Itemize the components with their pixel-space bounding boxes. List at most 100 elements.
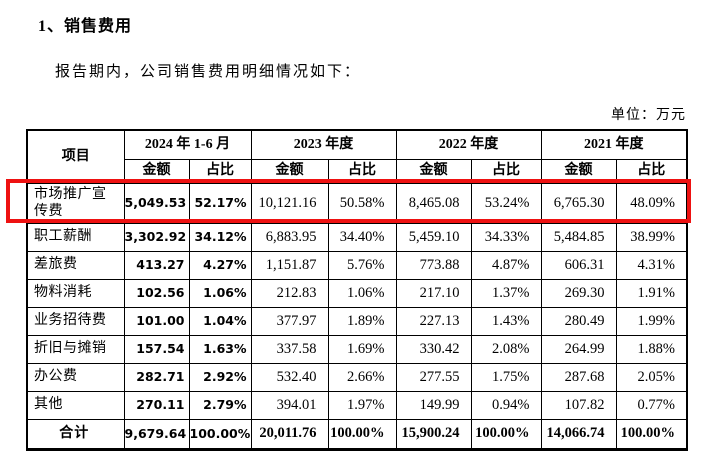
cell-2023-amount: 6,883.95 <box>250 222 329 252</box>
cell-2022-ratio: 1.43% <box>470 306 542 336</box>
cell-2024-ratio: 4.27% <box>188 250 252 280</box>
cell-2021-ratio: 2.05% <box>615 362 688 392</box>
row-label: 物料消耗 <box>26 278 125 308</box>
cell-2022-amount: 5,459.10 <box>395 222 472 252</box>
cell-2023-ratio: 50.58% <box>327 182 397 224</box>
cell-2024-ratio: 100.00% <box>188 418 252 450</box>
cell-2023-amount: 1,151.87 <box>250 250 329 280</box>
cell-2022-ratio: 1.37% <box>470 278 542 308</box>
row-label: 差旅费 <box>26 250 125 280</box>
cell-2024-amount: 282.71 <box>123 362 190 392</box>
cell-2024-ratio: 1.04% <box>188 306 252 336</box>
cell-2022-ratio: 4.87% <box>470 250 542 280</box>
section-title: 1、销售费用 <box>38 18 133 35</box>
cell-2023-amount: 10,121.16 <box>250 182 329 224</box>
cell-2023-ratio: 34.40% <box>327 222 397 252</box>
col-header-2023: 2023 年度 <box>250 129 397 160</box>
cell-2022-amount: 277.55 <box>395 362 472 392</box>
row-label: 市场推广宣传费 <box>26 182 125 224</box>
table-row: 办公费 282.71 2.92% 532.40 2.66% 277.55 1.7… <box>26 362 688 392</box>
row-label: 办公费 <box>26 362 125 392</box>
subheader-2024-ratio: 占比 <box>188 158 252 184</box>
col-header-2024h1: 2024 年 1-6 月 <box>123 129 252 160</box>
cell-2024-ratio: 1.63% <box>188 334 252 364</box>
cell-2023-amount: 20,011.76 <box>250 418 329 450</box>
cell-2022-amount: 15,900.24 <box>395 418 472 450</box>
cell-2021-ratio: 100.00% <box>615 418 688 450</box>
cell-2024-amount: 102.56 <box>123 278 190 308</box>
table-row: 物料消耗 102.56 1.06% 212.83 1.06% 217.10 1.… <box>26 278 688 308</box>
cell-2021-amount: 107.82 <box>540 390 617 420</box>
cell-2023-amount: 377.97 <box>250 306 329 336</box>
cell-2024-ratio: 2.92% <box>188 362 252 392</box>
cell-2022-ratio: 0.94% <box>470 390 542 420</box>
row-label: 其他 <box>26 390 125 420</box>
cell-2022-ratio: 1.75% <box>470 362 542 392</box>
table-row: 业务招待费 101.00 1.04% 377.97 1.89% 227.13 1… <box>26 306 688 336</box>
cell-2021-ratio: 4.31% <box>615 250 688 280</box>
cell-2021-ratio: 1.99% <box>615 306 688 336</box>
cell-2024-amount: 3,302.92 <box>123 222 190 252</box>
subheader-2024-amount: 金额 <box>123 158 190 184</box>
cell-2022-amount: 773.88 <box>395 250 472 280</box>
cell-2021-amount: 287.68 <box>540 362 617 392</box>
cell-2021-ratio: 1.91% <box>615 278 688 308</box>
cell-2022-amount: 8,465.08 <box>395 182 472 224</box>
cell-2023-ratio: 1.89% <box>327 306 397 336</box>
cell-2021-amount: 14,066.74 <box>540 418 617 450</box>
cell-2024-amount: 157.54 <box>123 334 190 364</box>
col-header-item: 项目 <box>26 129 125 184</box>
cell-2023-ratio: 1.06% <box>327 278 397 308</box>
cell-2024-ratio: 2.79% <box>188 390 252 420</box>
table-row: 折旧与摊销 157.54 1.63% 337.58 1.69% 330.42 2… <box>26 334 688 364</box>
subheader-2022-amount: 金额 <box>395 158 472 184</box>
cell-2021-amount: 5,484.85 <box>540 222 617 252</box>
cell-2021-amount: 606.31 <box>540 250 617 280</box>
cell-2024-ratio: 34.12% <box>188 222 252 252</box>
cell-2021-ratio: 48.09% <box>615 182 688 224</box>
cell-2024-amount: 413.27 <box>123 250 190 280</box>
unit-label: 单位：万元 <box>611 108 686 123</box>
cell-2022-ratio: 34.33% <box>470 222 542 252</box>
table-row: 合计 9,679.64 100.00% 20,011.76 100.00% 15… <box>26 418 688 450</box>
table-row: 职工薪酬 3,302.92 34.12% 6,883.95 34.40% 5,4… <box>26 222 688 252</box>
cell-2023-amount: 532.40 <box>250 362 329 392</box>
subheader-2023-amount: 金额 <box>250 158 329 184</box>
sales-expense-table: 项目 2024 年 1-6 月 2023 年度 2022 年度 2021 年度 … <box>26 129 689 451</box>
cell-2023-ratio: 2.66% <box>327 362 397 392</box>
intro-text: 报告期内，公司销售费用明细情况如下： <box>55 64 362 80</box>
cell-2021-ratio: 0.77% <box>615 390 688 420</box>
table-row: 其他 270.11 2.79% 394.01 1.97% 149.99 0.94… <box>26 390 688 420</box>
subheader-2022-ratio: 占比 <box>470 158 542 184</box>
cell-2021-amount: 6,765.30 <box>540 182 617 224</box>
cell-2022-ratio: 100.00% <box>470 418 542 450</box>
cell-2022-amount: 217.10 <box>395 278 472 308</box>
subheader-2023-ratio: 占比 <box>327 158 397 184</box>
cell-2023-ratio: 100.00% <box>327 418 397 450</box>
row-label: 职工薪酬 <box>26 222 125 252</box>
table-header-row-measures: 金额 占比 金额 占比 金额 占比 金额 占比 <box>27 158 688 184</box>
table-header-row-periods: 项目 2024 年 1-6 月 2023 年度 2022 年度 2021 年度 <box>26 129 688 184</box>
row-label: 业务招待费 <box>26 306 125 336</box>
cell-2024-amount: 270.11 <box>123 390 190 420</box>
cell-2023-ratio: 1.69% <box>327 334 397 364</box>
cell-2024-amount: 9,679.64 <box>123 418 190 450</box>
cell-2022-ratio: 2.08% <box>470 334 542 364</box>
table-row: 差旅费 413.27 4.27% 1,151.87 5.76% 773.88 4… <box>26 250 688 280</box>
col-header-2022: 2022 年度 <box>395 129 542 160</box>
subheader-2021-amount: 金额 <box>540 158 617 184</box>
cell-2021-ratio: 1.88% <box>615 334 688 364</box>
col-header-2021: 2021 年度 <box>540 129 688 160</box>
subheader-2021-ratio: 占比 <box>615 158 688 184</box>
cell-2022-amount: 149.99 <box>395 390 472 420</box>
cell-2022-amount: 227.13 <box>395 306 472 336</box>
cell-2024-amount: 101.00 <box>123 306 190 336</box>
cell-2022-ratio: 53.24% <box>470 182 542 224</box>
cell-2024-ratio: 1.06% <box>188 278 252 308</box>
cell-2023-ratio: 1.97% <box>327 390 397 420</box>
cell-2023-amount: 394.01 <box>250 390 329 420</box>
row-label: 折旧与摊销 <box>26 334 125 364</box>
cell-2024-amount: 5,049.53 <box>123 182 190 224</box>
cell-2023-ratio: 5.76% <box>327 250 397 280</box>
